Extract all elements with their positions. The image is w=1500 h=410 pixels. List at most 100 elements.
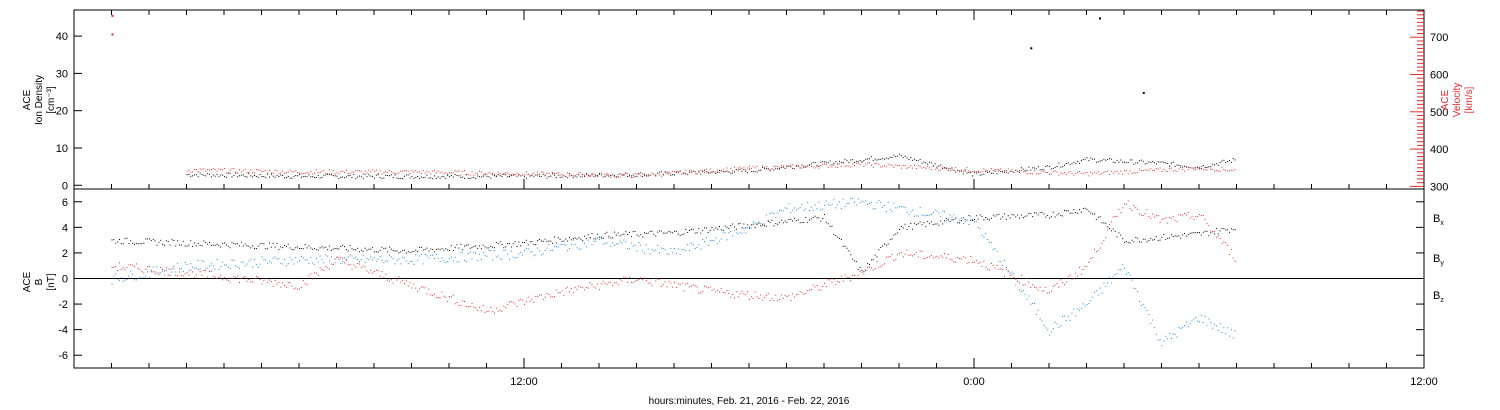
by-point bbox=[1043, 325, 1045, 327]
by-point bbox=[687, 244, 689, 246]
velocity-point bbox=[906, 167, 908, 169]
bx-point bbox=[861, 269, 863, 271]
bz-point bbox=[1022, 284, 1024, 286]
bz-point bbox=[653, 277, 655, 279]
bx-point bbox=[229, 247, 231, 249]
density-point bbox=[300, 176, 302, 178]
by-point bbox=[863, 201, 865, 203]
bx-point bbox=[473, 245, 475, 247]
velocity-point bbox=[368, 169, 370, 171]
by-point bbox=[405, 260, 407, 262]
bx-point bbox=[149, 238, 150, 240]
bx-point bbox=[908, 225, 910, 227]
bx-point bbox=[297, 246, 299, 248]
velocity-point bbox=[482, 174, 484, 176]
velocity-point bbox=[475, 172, 477, 174]
density-point bbox=[484, 174, 486, 176]
density-point bbox=[233, 175, 235, 177]
velocity-point bbox=[1071, 172, 1073, 174]
velocity-point bbox=[842, 162, 844, 164]
bz-point bbox=[323, 269, 325, 271]
velocity-point bbox=[527, 173, 529, 175]
density-point bbox=[567, 177, 569, 179]
bx-point bbox=[409, 251, 411, 253]
bx-point bbox=[1215, 228, 1217, 230]
velocity-point bbox=[192, 171, 194, 173]
density-point bbox=[370, 175, 372, 177]
density-point bbox=[212, 174, 214, 176]
bx-point bbox=[400, 251, 402, 253]
bz-point bbox=[996, 264, 998, 266]
density-point bbox=[689, 170, 690, 172]
bx-point bbox=[160, 239, 162, 241]
density-point bbox=[1056, 166, 1058, 168]
bx-point bbox=[685, 228, 687, 230]
bx-point bbox=[814, 215, 816, 217]
density-point bbox=[261, 175, 263, 177]
density-point bbox=[542, 173, 544, 175]
density-point bbox=[1064, 164, 1065, 166]
bz-point bbox=[1064, 284, 1065, 286]
velocity-point bbox=[1039, 173, 1041, 175]
density-point bbox=[717, 171, 719, 173]
bz-point bbox=[175, 274, 177, 276]
bz-point bbox=[567, 286, 569, 288]
velocity-point bbox=[308, 172, 310, 174]
bx-point bbox=[1082, 208, 1084, 210]
velocity-point bbox=[919, 165, 921, 167]
by-point bbox=[1073, 308, 1075, 310]
velocity-point bbox=[285, 172, 287, 174]
bz-point bbox=[696, 286, 698, 288]
by-point bbox=[625, 241, 627, 243]
bx-point bbox=[1103, 222, 1105, 224]
bx-point bbox=[574, 237, 576, 239]
bx-point bbox=[591, 233, 593, 235]
velocity-point bbox=[364, 170, 366, 172]
bx-point bbox=[717, 228, 719, 230]
velocity-point bbox=[499, 172, 501, 174]
by-point bbox=[717, 243, 719, 245]
velocity-point bbox=[1037, 173, 1039, 175]
by-point bbox=[749, 226, 750, 228]
bz-point bbox=[962, 256, 964, 258]
velocity-point bbox=[437, 170, 439, 172]
by-point bbox=[1170, 337, 1172, 339]
bx-point bbox=[599, 236, 600, 238]
bz-point bbox=[242, 276, 244, 278]
bx-point bbox=[1107, 226, 1109, 228]
bx-point bbox=[1073, 209, 1075, 211]
density-point bbox=[329, 174, 330, 176]
bx-point bbox=[938, 224, 940, 226]
by-point bbox=[642, 250, 644, 252]
bx-point bbox=[173, 239, 175, 241]
by-point bbox=[1032, 302, 1034, 304]
velocity-point bbox=[612, 174, 614, 176]
density-point bbox=[887, 158, 889, 160]
velocity-point bbox=[194, 169, 195, 171]
density-point bbox=[743, 168, 745, 170]
by-point bbox=[773, 212, 775, 214]
density-point bbox=[312, 176, 314, 178]
bx-point bbox=[1189, 232, 1191, 234]
density-point bbox=[891, 157, 893, 159]
bz-point bbox=[169, 275, 171, 277]
by-point bbox=[1172, 333, 1174, 335]
by-point bbox=[220, 266, 222, 268]
velocity-point bbox=[195, 169, 197, 171]
velocity-point bbox=[1225, 169, 1227, 171]
bz-point bbox=[1230, 249, 1232, 251]
bz-point bbox=[683, 290, 685, 292]
bfield-ytick-label: -6 bbox=[58, 350, 68, 362]
by-point bbox=[732, 235, 734, 237]
density-point bbox=[475, 178, 477, 180]
by-point bbox=[674, 247, 675, 249]
velocity-point bbox=[370, 170, 372, 172]
velocity-point bbox=[1092, 173, 1094, 175]
velocity-point bbox=[992, 169, 994, 171]
density-point bbox=[1223, 159, 1225, 161]
velocity-point bbox=[387, 172, 389, 174]
density-point bbox=[366, 176, 368, 178]
by-point bbox=[244, 265, 246, 267]
density-point bbox=[910, 156, 912, 158]
by-point bbox=[402, 256, 404, 258]
